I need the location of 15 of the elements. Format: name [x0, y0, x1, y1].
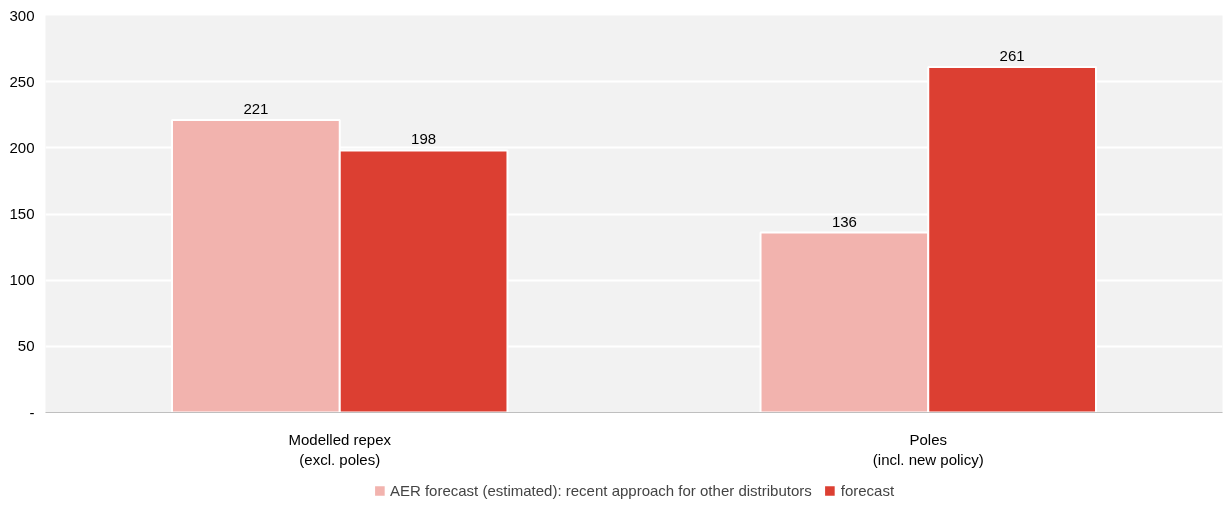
- y-tick-label: 300: [9, 6, 35, 24]
- y-tick-label: -: [29, 403, 35, 421]
- data-label: 261: [999, 47, 1025, 65]
- legend-label: forecast: [840, 481, 895, 499]
- y-tick-label: 250: [9, 72, 35, 90]
- data-label: 198: [411, 130, 437, 148]
- legend-label: AER forecast (estimated): recent approach for other distributors: [389, 481, 812, 499]
- x-tick-label: Modelled repex (excl. poles): [288, 430, 392, 468]
- data-label: 221: [243, 100, 269, 118]
- y-tick-label: 100: [9, 271, 35, 289]
- x-tick-label: Poles (incl. new policy): [872, 430, 984, 468]
- data-label: 136: [831, 212, 857, 230]
- y-tick-label: 200: [9, 138, 35, 156]
- y-tick-label: 150: [9, 205, 35, 222]
- y-tick-label: 50: [17, 337, 35, 355]
